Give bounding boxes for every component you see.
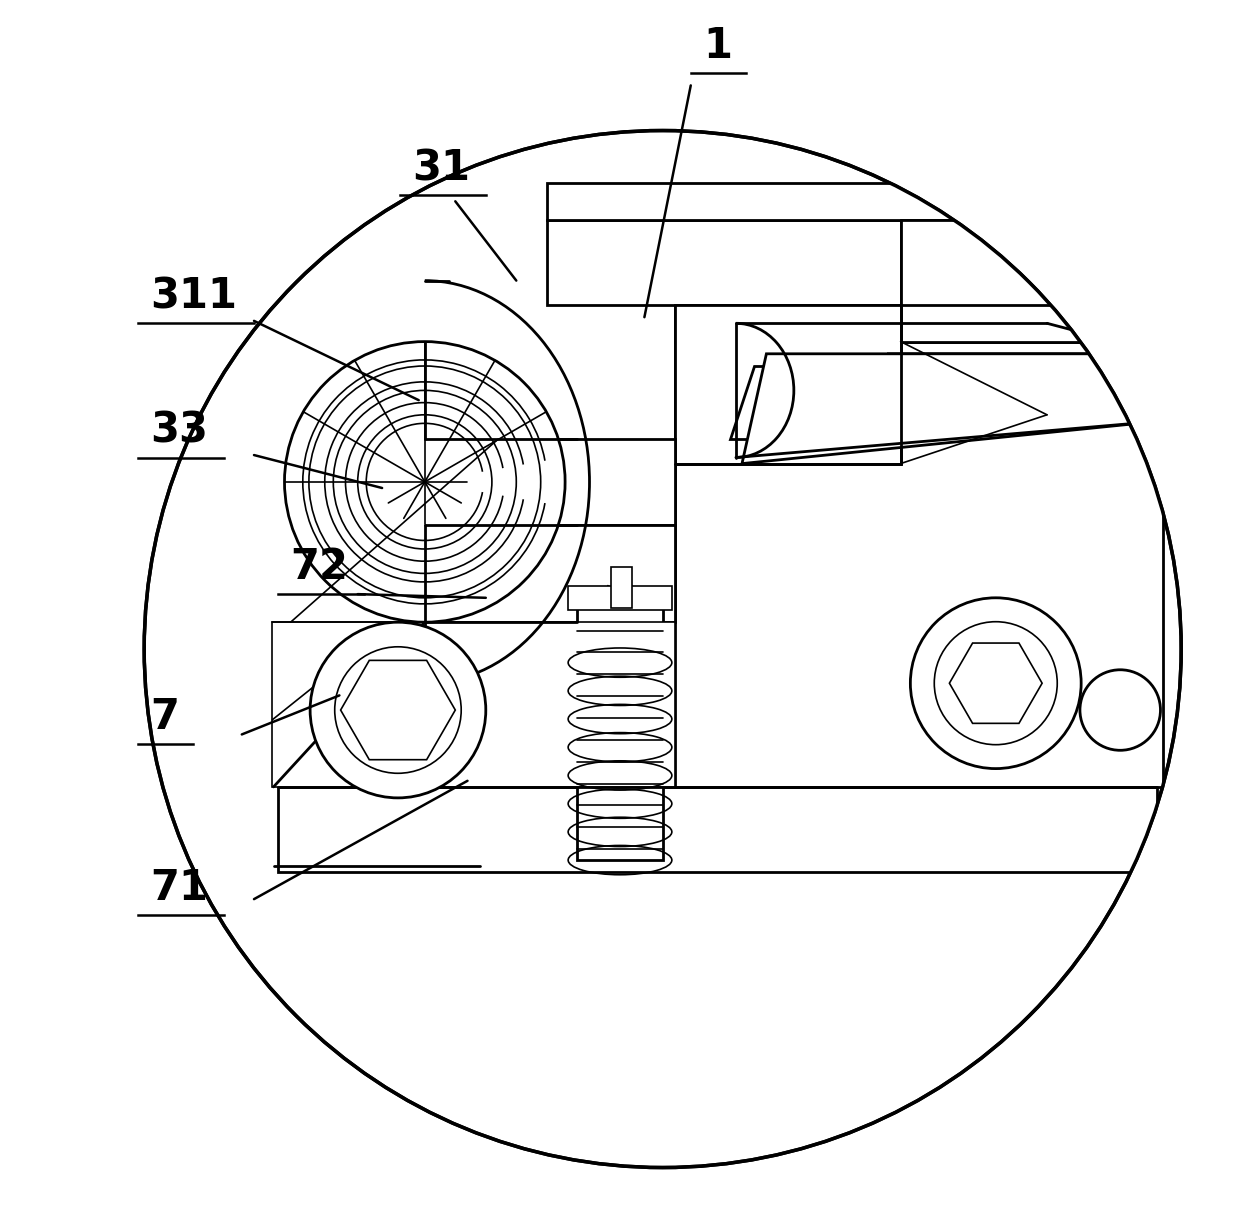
Polygon shape: [675, 342, 1163, 787]
Polygon shape: [279, 787, 1157, 872]
Text: 71: 71: [150, 867, 208, 909]
Polygon shape: [341, 660, 455, 760]
Polygon shape: [425, 439, 675, 525]
Polygon shape: [273, 622, 675, 787]
Polygon shape: [900, 220, 1163, 305]
Text: 31: 31: [413, 148, 471, 189]
Polygon shape: [611, 567, 632, 608]
Polygon shape: [730, 366, 888, 439]
Polygon shape: [675, 293, 1163, 342]
Circle shape: [284, 342, 565, 622]
Text: 33: 33: [150, 410, 208, 451]
Polygon shape: [425, 525, 675, 622]
Polygon shape: [547, 220, 900, 305]
Polygon shape: [578, 598, 662, 860]
Polygon shape: [950, 643, 1042, 723]
Circle shape: [310, 622, 486, 798]
Circle shape: [144, 131, 1182, 1168]
Circle shape: [910, 598, 1081, 769]
Polygon shape: [675, 305, 900, 464]
Polygon shape: [568, 586, 672, 610]
Text: 1: 1: [703, 26, 732, 67]
Polygon shape: [766, 354, 1157, 421]
Polygon shape: [547, 183, 1163, 220]
Circle shape: [1080, 670, 1161, 750]
Text: 72: 72: [290, 547, 348, 588]
Text: 311: 311: [150, 276, 237, 317]
Polygon shape: [742, 354, 1163, 464]
Text: 7: 7: [150, 697, 180, 738]
